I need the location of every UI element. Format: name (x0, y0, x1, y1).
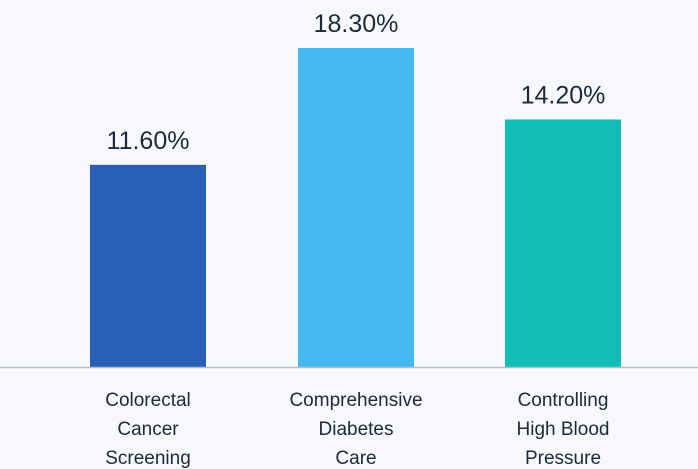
value-labels-group: 11.60% 18.30% 14.20% (107, 10, 606, 155)
x-tick-label-3-line-2: High Blood (517, 419, 610, 440)
x-tick-label-2-line-3: Care (335, 448, 376, 469)
x-tick-label-1-line-1: Colorectal (105, 390, 191, 411)
x-tick-label-1-line-3: Screening (105, 448, 191, 469)
x-tick-label-2-line-1: Comprehensive (289, 390, 422, 411)
x-tick-label-1-line-2: Cancer (117, 419, 179, 440)
bar-2 (298, 48, 414, 367)
bars-group (90, 48, 621, 367)
category-labels-group: Colorectal Cancer Screening Comprehensive Di… (105, 390, 609, 469)
bar-1 (90, 164, 206, 367)
x-tick-label-3-line-1: Controlling (518, 390, 609, 411)
x-tick-label-2-line-2: Diabetes (319, 419, 394, 440)
data-label-3: 14.20% (521, 81, 606, 109)
bar-3 (505, 119, 621, 367)
data-label-2: 18.30% (314, 10, 399, 38)
x-tick-label-3-line-3: Pressure (525, 448, 601, 469)
data-label-1: 11.60% (107, 127, 190, 155)
